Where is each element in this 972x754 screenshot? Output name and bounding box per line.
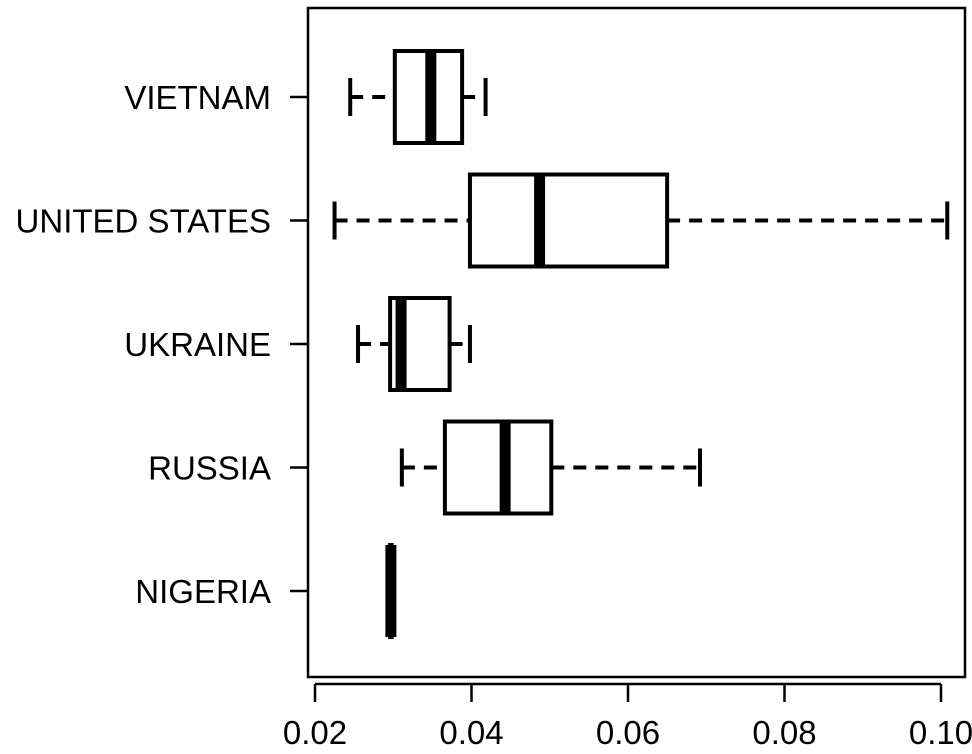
box-ukraine (356, 296, 472, 392)
box-iqr-russia (442, 419, 554, 516)
y-tick-label-ukraine: UKRAINE (124, 326, 271, 363)
y-tick-label-russia: RUSSIA (148, 450, 271, 487)
y-axis: VIETNAM UNITED STATES UKRAINE RUSSIA NIGERIA (16, 79, 308, 610)
x-tick-label-4: 0.10 (909, 714, 972, 751)
box-russia (399, 419, 702, 516)
median-ukraine (395, 298, 407, 390)
x-tick-label-2: 0.06 (596, 714, 660, 751)
median-vietnam (425, 51, 437, 143)
box-vietnam (348, 49, 488, 145)
median-nigeria (385, 545, 397, 637)
y-tick-label-vietnam: VIETNAM (124, 79, 271, 116)
plot-frame (306, 6, 967, 679)
median-united-states (534, 174, 546, 267)
x-tick-label-3: 0.08 (752, 714, 816, 751)
y-tick-label-united-states: UNITED STATES (16, 203, 271, 240)
x-axis: 0.02 0.04 0.06 0.08 0.10 (283, 682, 972, 751)
box-iqr-united-states (467, 172, 670, 269)
median-russia (499, 421, 511, 514)
box-nigeria (385, 543, 397, 639)
box-united-states (332, 172, 950, 269)
x-tick-label-0: 0.02 (283, 714, 347, 751)
y-tick-label-nigeria: NIGERIA (135, 573, 271, 610)
x-tick-label-1: 0.04 (439, 714, 503, 751)
boxes-layer (332, 49, 950, 639)
